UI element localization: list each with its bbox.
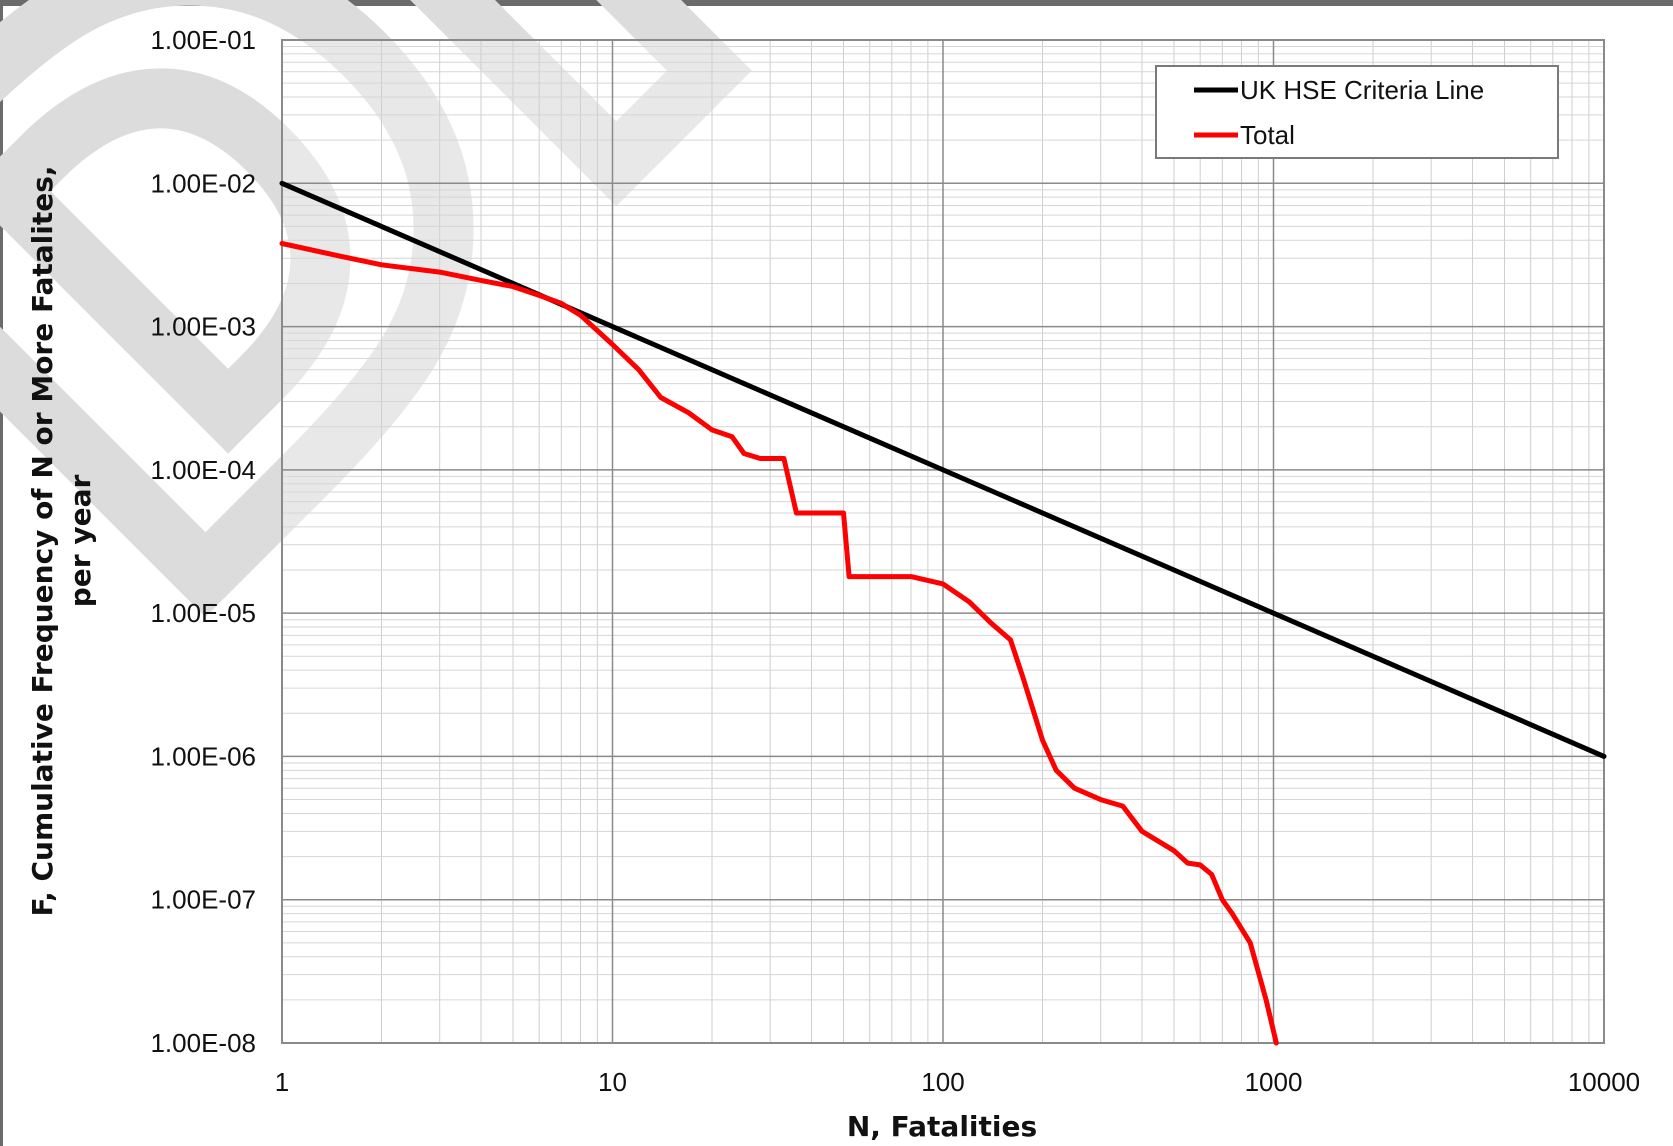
x-axis-title: N, Fatalities — [847, 1110, 1037, 1143]
legend-box — [1155, 65, 1559, 159]
x-tick-label: 1 — [275, 1067, 289, 1097]
legend: UK HSE Criteria Line Total — [1155, 65, 1559, 159]
y-tick-label: 1.00E-08 — [150, 1028, 256, 1058]
y-tick-label: 1.00E-05 — [150, 598, 256, 628]
legend-label: UK HSE Criteria Line — [1240, 75, 1484, 105]
y-tick-label: 1.00E-03 — [150, 312, 256, 342]
y-axis-title-line: F, Cumulative Frequency of N or More Fat… — [26, 165, 59, 916]
y-axis-title-line: per year — [64, 475, 97, 608]
x-tick-label: 100 — [921, 1067, 964, 1097]
plot-border — [281, 39, 1605, 1044]
y-axis-title: F, Cumulative Frequency of N or More Fat… — [26, 165, 97, 916]
x-tick-label: 10000 — [1568, 1067, 1640, 1097]
y-tick-label: 1.00E-07 — [150, 885, 256, 915]
x-tick-label: 1000 — [1245, 1067, 1303, 1097]
x-tick-labels: 1 10 100 1000 10000 — [275, 1067, 1640, 1097]
y-tick-label: 1.00E-06 — [150, 741, 256, 771]
legend-label: Total — [1240, 120, 1295, 150]
series-group — [279, 180, 1607, 1046]
y-tick-label: 1.00E-02 — [150, 168, 256, 198]
y-tick-label: 1.00E-01 — [150, 25, 256, 55]
series-line-uk-hse-criteria-line — [279, 180, 1607, 759]
x-tick-label: 10 — [598, 1067, 627, 1097]
y-tick-labels: 1.00E-01 1.00E-02 1.00E-03 1.00E-04 1.00E-05… — [150, 25, 256, 1058]
y-tick-label: 1.00E-04 — [150, 455, 256, 485]
series-line-total — [279, 241, 1279, 1046]
